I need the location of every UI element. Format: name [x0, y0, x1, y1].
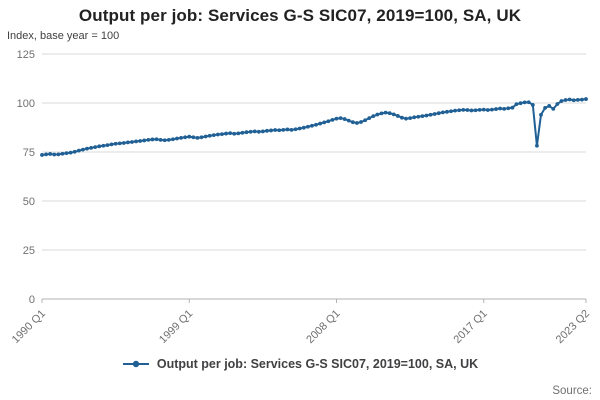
x-axis: 1990 Q1 1999 Q1 2008 Q1 2017 Q1 2023 Q2	[10, 299, 592, 346]
legend: Output per job: Services G-S SIC07, 2019…	[0, 357, 600, 371]
svg-text:1990 Q1: 1990 Q1	[10, 308, 48, 346]
svg-text:2023 Q2: 2023 Q2	[554, 308, 592, 346]
line-chart: 0 25 50 75 100 125 1990 Q1 1999 Q1 2008 Q1 2017 Q…	[10, 49, 592, 346]
svg-text:100: 100	[17, 98, 35, 110]
series-output-per-job	[40, 97, 588, 157]
svg-text:25: 25	[23, 245, 35, 257]
source-label: Source:	[552, 385, 592, 397]
gridlines	[42, 53, 586, 300]
svg-text:2017 Q1: 2017 Q1	[452, 308, 490, 346]
y-axis-unit-label: Index, base year = 100	[7, 30, 120, 42]
svg-text:125: 125	[17, 49, 35, 61]
svg-text:75: 75	[23, 147, 35, 159]
svg-text:1999 Q1: 1999 Q1	[157, 308, 195, 346]
svg-text:2008 Q1: 2008 Q1	[304, 308, 342, 346]
svg-text:0: 0	[29, 294, 35, 306]
y-axis-tick-labels: 0 25 50 75 100 125	[17, 49, 35, 306]
legend-line-icon	[122, 360, 149, 368]
svg-text:50: 50	[23, 196, 35, 208]
legend-label: Output per job: Services G-S SIC07, 2019…	[156, 357, 479, 371]
chart-title: Output per job: Services G-S SIC07, 2019…	[78, 6, 522, 25]
